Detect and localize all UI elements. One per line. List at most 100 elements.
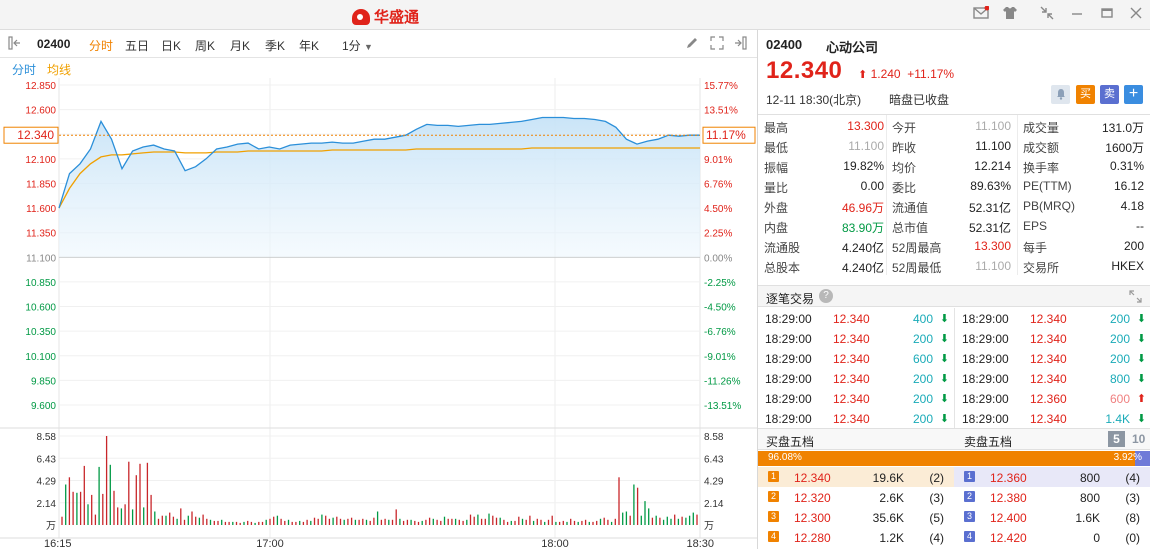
close-icon[interactable] <box>1127 6 1145 24</box>
trade-row: 18:29:00 12.340 200 ⬇ <box>962 308 1150 328</box>
ask-level-row[interactable]: 3 12.400 1.6K (8) <box>954 507 1150 527</box>
tab-daily-k[interactable]: 日K <box>161 39 182 53</box>
stat-row: 流通股 4.240亿 52周最高 13.300 每手 200 <box>758 235 1150 255</box>
maximize-icon[interactable] <box>1098 6 1116 24</box>
stat-value: 16.12 <box>1113 179 1144 193</box>
level-badge: 4 <box>768 531 779 542</box>
alert-bell-button[interactable] <box>1051 85 1070 104</box>
stock-code: 02400 <box>37 37 71 51</box>
level-count: (3) <box>1125 491 1140 505</box>
message-icon[interactable] <box>972 5 990 24</box>
stat-label: 外盘 <box>764 201 789 215</box>
level-volume: 0 <box>1093 531 1100 545</box>
stat-value: 4.240亿 <box>841 241 884 255</box>
trade-volume: 200 <box>912 392 933 406</box>
tab-monthly-k[interactable]: 月K <box>230 39 251 53</box>
bid-level-row[interactable]: 2 12.320 2.6K (3) <box>758 487 954 507</box>
current-pct-box <box>702 126 756 144</box>
stats-grid: 最高 13.300 今开 11.100 成交量 131.0万 最低 11.100 昨收 11.10… <box>758 114 1150 275</box>
trade-volume: 200 <box>1109 312 1130 326</box>
trade-row: 18:29:00 12.340 200 ⬇ <box>962 328 1150 348</box>
bid-level-row[interactable]: 1 12.340 19.6K (2) <box>758 467 954 487</box>
ask-level-row[interactable]: 1 12.360 800 (4) <box>954 467 1150 487</box>
intraday-chart[interactable]: 12.85015.77%12.60013.51%12.35011.17%12.1… <box>0 78 757 550</box>
stat-row: 量比 0.00 委比 89.63% PE(TTM) 16.12 <box>758 175 1150 195</box>
trades-divider <box>954 308 955 428</box>
stat-label: 52周最高 <box>892 241 942 255</box>
stat-value: 19.82% <box>843 159 884 173</box>
current-price-box <box>3 126 59 144</box>
level-volume: 800 <box>1079 471 1100 485</box>
arrow-down-icon: ⬇ <box>939 413 949 425</box>
trades-header: 逐笔交易 ? <box>758 285 1150 307</box>
buy-button[interactable]: 买 <box>1076 85 1095 104</box>
tab-quarterly-k[interactable]: 季K <box>265 39 286 53</box>
level-volume: 800 <box>1079 491 1100 505</box>
level-badge: 3 <box>964 511 975 522</box>
depth-10-toggle[interactable]: 10 <box>1132 432 1146 446</box>
bid-level-row[interactable]: 3 12.300 35.6K (5) <box>758 507 954 527</box>
pct-tick-label: -9.01% <box>704 352 736 363</box>
level-price: 12.280 <box>794 531 831 545</box>
pct-tick-label: 13.51% <box>704 106 738 117</box>
interval-select[interactable]: 1分 ▼ <box>342 37 373 54</box>
tab-yearly-k[interactable]: 年K <box>299 39 320 53</box>
stat-value: 13.300 <box>847 119 884 133</box>
bid-ratio-fill <box>758 451 1135 466</box>
pct-tick-label: 9.01% <box>704 155 732 166</box>
trade-price: 12.340 <box>1030 352 1067 366</box>
trade-price: 12.340 <box>833 372 870 386</box>
pct-tick-label: -4.50% <box>704 303 736 314</box>
arrow-up-icon: ⬆ <box>1136 393 1146 405</box>
ask-level-row[interactable]: 2 12.380 800 (3) <box>954 487 1150 507</box>
stat-value: 11.100 <box>848 139 884 153</box>
trade-time: 18:29:00 <box>765 412 812 426</box>
collapse-left-icon[interactable] <box>8 36 22 50</box>
draw-pen-icon[interactable] <box>685 36 699 50</box>
pct-tick-label: 15.77% <box>704 81 738 92</box>
logo-icon <box>352 8 370 25</box>
stat-label: 52周最低 <box>892 261 942 275</box>
trade-volume: 600 <box>1109 392 1130 406</box>
level-badge: 4 <box>964 531 975 542</box>
stat-row: 最低 11.100 昨收 11.100 成交额 1600万 <box>758 135 1150 155</box>
arrow-down-icon: ⬇ <box>1136 413 1146 425</box>
chevron-down-icon: ▼ <box>364 42 373 52</box>
vol-tick-label: 8.58 <box>37 432 57 443</box>
stat-label: 流通股 <box>764 241 801 255</box>
stat-label: 换手率 <box>1023 161 1060 175</box>
tab-five-day[interactable]: 五日 <box>125 39 150 53</box>
trade-volume: 600 <box>912 352 933 366</box>
add-watchlist-button[interactable]: + <box>1124 85 1143 104</box>
tab-weekly-k[interactable]: 周K <box>195 39 216 53</box>
stat-label: 成交额 <box>1023 141 1060 155</box>
level-volume: 2.6K <box>879 491 904 505</box>
sell-button[interactable]: 卖 <box>1100 85 1119 104</box>
skin-icon[interactable] <box>1001 6 1019 24</box>
trade-price: 12.340 <box>833 332 870 346</box>
tab-intraday[interactable]: 分时 <box>89 39 114 53</box>
minimize-icon[interactable] <box>1068 6 1086 24</box>
stat-value: 200 <box>1123 239 1144 253</box>
collapse-right-icon[interactable] <box>733 36 747 50</box>
app-name: 华盛通 <box>374 9 420 26</box>
expand-icon[interactable] <box>1129 290 1142 306</box>
pct-tick-label: -2.25% <box>704 278 736 289</box>
depth-5-toggle[interactable]: 5 <box>1108 431 1125 447</box>
time-tick-label: 18:30 <box>686 538 714 549</box>
ask-level-row[interactable]: 4 12.420 0 (0) <box>954 527 1150 547</box>
arrow-down-icon: ⬇ <box>939 393 949 405</box>
indicator-intraday[interactable]: 分时 <box>12 63 37 77</box>
level-count: (2) <box>929 471 944 485</box>
panel-divider <box>757 30 758 549</box>
shrink-icon[interactable] <box>1038 6 1056 24</box>
trade-time: 18:29:00 <box>765 352 812 366</box>
fullscreen-icon[interactable] <box>710 36 724 50</box>
pct-tick-label: 0.00% <box>704 253 732 264</box>
help-icon[interactable]: ? <box>819 289 833 303</box>
chart-toolbar: 02400 分时 五日 日K 周K 月K 季K 年K 1分 ▼ <box>0 30 757 58</box>
indicator-avg-line[interactable]: 均线 <box>47 63 72 77</box>
quote-panel: 02400 心动公司 12.340 ⬆ 1.240 +11.17% 12-11 … <box>758 30 1150 549</box>
bid-level-row[interactable]: 4 12.280 1.2K (4) <box>758 527 954 547</box>
orderbook-header: 买盘五档 卖盘五档 5 10 <box>758 428 1150 450</box>
